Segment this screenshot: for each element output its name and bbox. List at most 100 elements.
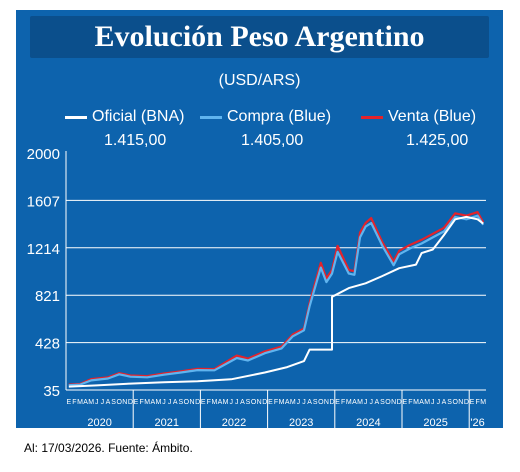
month-tick-label: J — [101, 399, 105, 406]
year-label: 2021 — [155, 417, 179, 429]
month-tick-label: E — [470, 399, 475, 406]
legend-label-compra: Compra (Blue) — [227, 108, 332, 125]
month-tick-label: O — [184, 399, 190, 406]
y-tick-label: 35 — [43, 383, 60, 400]
year-label: 2024 — [356, 417, 380, 429]
month-tick-label: S — [447, 399, 452, 406]
month-tick-label: S — [246, 399, 251, 406]
month-tick-label: A — [442, 399, 447, 406]
month-tick-label: D — [464, 399, 469, 406]
month-tick-label: O — [318, 399, 324, 406]
month-tick-label: F — [72, 399, 76, 406]
month-tick-label: F — [408, 399, 412, 406]
month-tick-label: J — [369, 399, 373, 406]
month-tick-label: J — [437, 399, 441, 406]
month-tick-label: A — [307, 399, 312, 406]
month-tick-label: F — [139, 399, 143, 406]
month-tick-label: D — [128, 399, 133, 406]
month-tick-label: E — [134, 399, 139, 406]
legend-swatch-venta — [361, 116, 383, 119]
month-tick-label: A — [83, 399, 88, 406]
month-tick-label: O — [251, 399, 257, 406]
month-tick-label: A — [419, 399, 424, 406]
month-tick-label: A — [173, 399, 178, 406]
legend-label-oficial: Oficial (BNA) — [92, 108, 185, 125]
month-tick-label: M — [223, 399, 229, 406]
month-tick-label: M — [144, 399, 150, 406]
month-tick-label: A — [240, 399, 245, 406]
month-tick-label: N — [257, 399, 262, 406]
month-tick-label: M — [155, 399, 161, 406]
legend-label-venta: Venta (Blue) — [388, 108, 477, 125]
legend-swatch-compra — [200, 116, 222, 119]
month-tick-label: F — [274, 399, 278, 406]
month-tick-label: E — [335, 399, 340, 406]
chart-panel: Evolución Peso Argentino (USD/ARS) Ofici… — [16, 10, 503, 428]
month-tick-label: O — [385, 399, 391, 406]
title-banner: Evolución Peso Argentino — [30, 16, 489, 58]
series-line-venta — [68, 211, 485, 386]
y-tick-label: 821 — [35, 288, 60, 305]
month-tick-label: S — [313, 399, 318, 406]
month-tick-label: N — [122, 399, 127, 406]
chart-title: Evolución Peso Argentino — [94, 20, 425, 53]
units-label: (USD/ARS) — [218, 72, 301, 89]
month-tick-label: M — [290, 399, 296, 406]
month-tick-label: N — [189, 399, 194, 406]
month-tick-label: O — [452, 399, 458, 406]
month-tick-label: J — [162, 399, 166, 406]
month-tick-label: F — [475, 399, 479, 406]
month-tick-label: F — [341, 399, 345, 406]
source-footer: Al: 17/03/2026. Fuente: Ámbito. — [24, 441, 193, 455]
month-tick-label: E — [402, 399, 407, 406]
month-tick-label: M — [357, 399, 363, 406]
month-tick-label: J — [297, 399, 301, 406]
month-tick-label: M — [480, 399, 486, 406]
month-tick-label: M — [346, 399, 352, 406]
month-tick-label: J — [235, 399, 239, 406]
legend-swatch-oficial — [65, 116, 87, 119]
year-label: '26 — [470, 417, 484, 429]
month-tick-label: M — [413, 399, 419, 406]
y-tick-label: 2000 — [27, 146, 60, 163]
month-tick-label: D — [329, 399, 334, 406]
month-tick-label: M — [77, 399, 83, 406]
y-tick-label: 428 — [35, 336, 60, 353]
year-label: 2023 — [289, 417, 313, 429]
legend-value-oficial: 1.415,00 — [104, 132, 167, 149]
month-tick-label: E — [268, 399, 273, 406]
month-tick-label: N — [458, 399, 463, 406]
month-tick-label: S — [380, 399, 385, 406]
month-tick-label: E — [66, 399, 71, 406]
month-tick-label: J — [229, 399, 233, 406]
month-tick-label: D — [195, 399, 200, 406]
legend-value-venta: 1.425,00 — [406, 132, 469, 149]
month-tick-label: F — [207, 399, 211, 406]
month-tick-label: S — [178, 399, 183, 406]
legend-value-compra: 1.405,00 — [241, 132, 304, 149]
month-tick-label: A — [218, 399, 223, 406]
month-tick-label: A — [374, 399, 379, 406]
month-tick-label: A — [106, 399, 111, 406]
month-tick-label: J — [364, 399, 368, 406]
month-tick-label: D — [262, 399, 267, 406]
month-tick-label: A — [352, 399, 357, 406]
month-tick-label: A — [150, 399, 155, 406]
series-line-compra — [68, 214, 485, 387]
year-label: 2020 — [87, 417, 111, 429]
month-tick-label: J — [168, 399, 172, 406]
month-tick-label: N — [391, 399, 396, 406]
month-tick-label: M — [88, 399, 94, 406]
month-tick-label: D — [397, 399, 402, 406]
month-tick-label: J — [95, 399, 99, 406]
month-tick-label: J — [431, 399, 435, 406]
year-label: 2025 — [423, 417, 447, 429]
month-tick-label: S — [111, 399, 116, 406]
month-tick-label: O — [116, 399, 122, 406]
series-line-oficial — [68, 215, 484, 388]
month-tick-label: J — [302, 399, 306, 406]
year-label: 2022 — [222, 417, 246, 429]
month-tick-label: M — [279, 399, 285, 406]
month-tick-label: A — [285, 399, 290, 406]
